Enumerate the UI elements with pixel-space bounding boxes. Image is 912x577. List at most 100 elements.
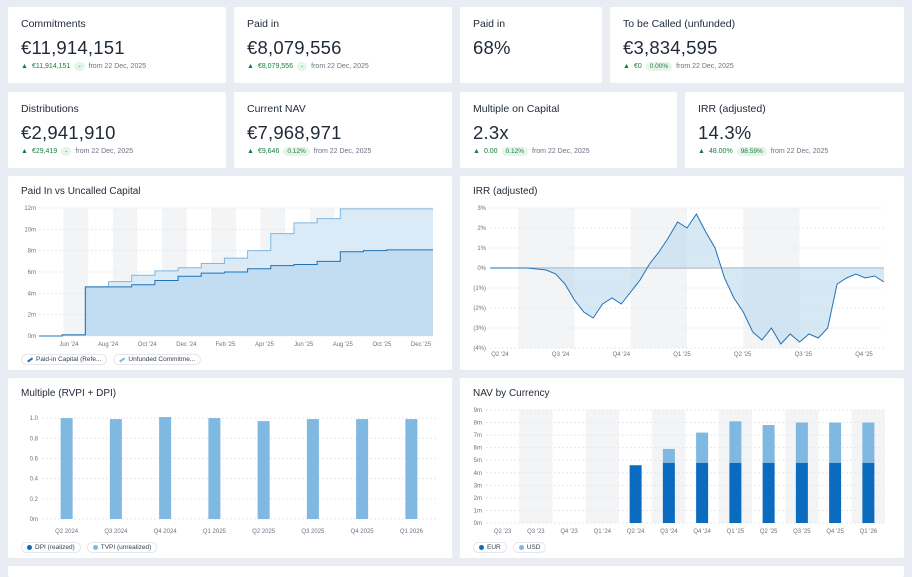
x-tick-label: Q1 '24: [594, 529, 612, 535]
chart-title: Multiple (RVPI + DPI): [21, 388, 117, 399]
kpi-value: €2,941,910: [21, 122, 116, 143]
x-tick-label: Q2 '24: [627, 529, 645, 535]
kpi-current-nav: Current NAV €7,968,971 ▲ €9,646 0.12% fr…: [234, 92, 452, 168]
bar-eur: [696, 462, 709, 523]
delta-value: 0.00: [483, 148, 498, 155]
nav-chart-svg: 0m 1m 2m 3m 4m 5m 6m 7m 8m 9m Q2 '23 Q3 '23 Q4 '23 Q1…: [474, 408, 885, 535]
bar-eur: [762, 462, 775, 523]
chart-legend: Paid-in Capital (Refe... Unfunded Commit…: [21, 354, 202, 365]
y-tick-label: 3m: [474, 483, 482, 489]
arrow-up-icon: ▲: [21, 63, 28, 70]
irr-chart-svg: 3% 2% 1% 0% (1%) (2%) (3%) (4%) Q2 '24 Q3 '24 Q4 '…: [473, 206, 885, 358]
kpi-value: 14.3%: [698, 122, 752, 143]
legend-item-usd[interactable]: USD: [512, 542, 547, 553]
x-tick-label: Feb '25: [216, 342, 236, 348]
delta-value: €9,646: [257, 148, 280, 155]
bar-eur: [629, 465, 642, 523]
x-tick-label: Q3 '25: [793, 529, 811, 535]
x-tick-label: Q4 '24: [693, 529, 711, 535]
kpi-delta: ▲ €0 0.00% from 22 Dec, 2025: [623, 62, 734, 71]
y-tick-label: 5m: [474, 458, 482, 464]
kpi-value: 68%: [473, 37, 511, 58]
legend-item-dpi[interactable]: DPI (realized): [21, 542, 81, 553]
x-tick-label: Q3 '24: [552, 352, 570, 358]
legend-item-paid-in[interactable]: Paid-in Capital (Refe...: [21, 354, 108, 365]
delta-from: from 22 Dec, 2025: [88, 63, 147, 70]
legend-item-tvpi[interactable]: TVPI (unrealized): [86, 542, 158, 553]
chart-nav-by-currency: NAV by Currency 0m 1m 2m 3m 4m 5m 6m 7m 8m 9m Q2 '…: [460, 378, 904, 558]
kpi-value: €11,914,151: [21, 37, 125, 58]
arrow-up-icon: ▲: [21, 148, 28, 155]
x-tick-label: Jun '25: [294, 342, 314, 348]
bar-tvpi: [208, 418, 221, 519]
area-irr: [490, 214, 884, 344]
delta-pill: -: [61, 147, 72, 156]
x-tick-label: Q3 2024: [104, 529, 128, 535]
x-tick-label: Jun '24: [59, 342, 79, 348]
x-tick-label: Q4 '23: [560, 529, 578, 535]
delta-pill: -: [74, 62, 85, 71]
shade-band: [519, 410, 553, 523]
x-tick-label: Q1 '26: [860, 529, 878, 535]
kpi-paid-in-percent: Paid in 68%: [460, 7, 602, 83]
bar-eur: [662, 462, 675, 523]
y-tick-label: 2m: [28, 313, 36, 319]
y-tick-label: 2m: [474, 496, 482, 502]
kpi-multiple-on-capital: Multiple on Capital 2.3x ▲ 0.00 0.12% fr…: [460, 92, 677, 168]
x-tick-label: Q1 '25: [727, 529, 745, 535]
legend-item-unfunded[interactable]: Unfunded Commitme...: [113, 354, 202, 365]
y-tick-label: 12m: [24, 206, 36, 212]
kpi-paid-in: Paid in €8,079,556 ▲ €8,079,556 - from 2…: [234, 7, 452, 83]
delta-pill: 0.12%: [501, 147, 528, 156]
x-tick-label: Q2 '24: [491, 352, 509, 358]
y-tick-label: 0%: [477, 266, 486, 272]
y-tick-label: 0m: [30, 517, 38, 523]
x-tick-label: Q4 '25: [855, 352, 873, 358]
x-tick-label: Q1 2025: [203, 529, 227, 535]
bar-tvpi: [306, 419, 319, 519]
bar-tvpi: [405, 419, 418, 519]
bar-tvpi: [356, 419, 369, 519]
x-tick-label: Q4 2024: [154, 529, 178, 535]
chart-legend: EUR USD: [473, 542, 547, 553]
bar-eur: [795, 462, 808, 523]
y-tick-label: 0.8: [30, 436, 39, 442]
y-tick-label: 0.4: [30, 477, 39, 483]
delta-value: €11,914,151: [31, 63, 71, 70]
x-tick-label: Q4 '24: [613, 352, 631, 358]
x-tick-label: Q1 '25: [673, 352, 691, 358]
y-tick-label: 1.0: [30, 416, 39, 422]
chart-title: IRR (adjusted): [473, 186, 538, 197]
bar-usd: [662, 448, 675, 463]
x-tick-label: Dec '25: [411, 342, 432, 348]
dot-icon: [27, 545, 32, 550]
y-tick-label: 6m: [474, 446, 482, 452]
x-tick-label: Oct '24: [138, 342, 157, 348]
kpi-label: Multiple on Capital: [473, 103, 560, 115]
y-tick-label: 7m: [474, 433, 482, 439]
bar-usd: [795, 422, 808, 463]
line-icon: [119, 357, 126, 362]
bottom-panel: [8, 566, 904, 577]
chart-title: NAV by Currency: [473, 388, 550, 399]
y-tick-label: 0.6: [30, 456, 39, 462]
bar-tvpi: [109, 419, 122, 519]
legend-item-eur[interactable]: EUR: [473, 542, 507, 553]
y-tick-label: 1m: [474, 508, 482, 514]
kpi-label: IRR (adjusted): [698, 103, 766, 115]
kpi-label: Paid in: [473, 18, 506, 30]
dot-icon: [92, 545, 98, 550]
legend-label: USD: [526, 544, 541, 551]
chart-legend: DPI (realized) TVPI (unrealized): [21, 542, 158, 553]
kpi-label: Distributions: [21, 103, 79, 115]
y-tick-label: 0m: [474, 521, 482, 527]
y-tick-label: 6m: [28, 270, 36, 276]
chart-multiple: Multiple (RVPI + DPI) 0m 0.2 0.4 0.6 0.8 1.0 Q…: [8, 378, 452, 558]
x-tick-label: Aug '24: [98, 342, 119, 348]
y-tick-label: 4m: [474, 471, 482, 477]
kpi-delta: ▲ €8,079,556 - from 22 Dec, 2025: [247, 62, 369, 71]
delta-from: from 22 Dec, 2025: [311, 63, 369, 70]
dot-icon: [479, 545, 484, 550]
kpi-value: €8,079,556: [247, 37, 342, 58]
x-tick-label: Q4 '25: [826, 529, 844, 535]
